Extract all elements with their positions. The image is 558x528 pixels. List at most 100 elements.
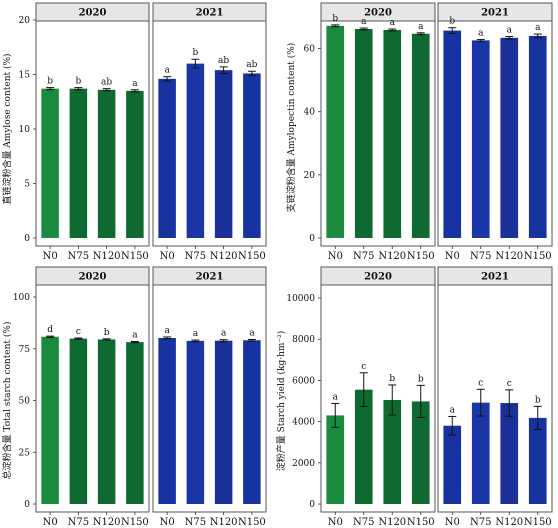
x-tick-label: N0 xyxy=(445,251,460,262)
facet-strip-label: 2020 xyxy=(79,8,107,19)
significance-label: c xyxy=(507,379,512,389)
significance-label: c xyxy=(76,327,81,337)
chart-panel-2: 支链淀粉含量 Amylopectin content (%) 0 20 40 60 202… xyxy=(285,2,553,262)
y-axis-label: 总淀粉含量 Total starch content (%) xyxy=(1,322,13,480)
bar-N120 xyxy=(383,29,402,238)
y-tick-label: 2000 xyxy=(292,459,315,469)
significance-label: a xyxy=(478,28,484,38)
x-tick-label: N75 xyxy=(68,251,89,262)
facet-2020: 2020 d N0 c N75 b N120 a N150 xyxy=(35,266,150,528)
bar-N75 xyxy=(471,40,490,239)
significance-label: a xyxy=(507,26,513,36)
bar-N75 xyxy=(471,402,490,504)
bar-N150 xyxy=(126,342,144,504)
significance-label: a xyxy=(164,66,170,76)
significance-label: a xyxy=(249,328,255,338)
y-tick-label: 0 xyxy=(24,500,30,510)
significance-label: b xyxy=(418,374,424,384)
x-tick-label: N75 xyxy=(470,251,491,262)
x-tick-label: N120 xyxy=(210,251,238,262)
bar-N120 xyxy=(214,70,233,238)
significance-label: ab xyxy=(246,60,257,70)
bar-N75 xyxy=(354,28,373,238)
facet-strip-label: 2021 xyxy=(196,272,224,283)
facet-strip-label: 2020 xyxy=(364,8,392,19)
bar-N150 xyxy=(126,90,144,238)
y-tick-label: 8000 xyxy=(292,335,315,345)
facet-2021: 2021 a N0 b N75 ab N120 ab N150 xyxy=(152,2,267,262)
x-tick-label: N150 xyxy=(121,251,149,262)
x-tick-label: N150 xyxy=(524,517,552,528)
bar-N75 xyxy=(186,340,205,504)
y-tick-label: 40 xyxy=(304,108,316,118)
y-axis-label: 淀粉产量 Starch yield (kg·hm⁻²) xyxy=(275,331,287,472)
facet-strip-label: 2021 xyxy=(481,272,509,283)
x-tick-label: N120 xyxy=(378,517,406,528)
bar-N120 xyxy=(214,340,233,504)
bar-N120 xyxy=(500,403,519,504)
facet-2020: 2020 a N0 c N75 b N120 b N150 xyxy=(320,266,436,528)
significance-label: a xyxy=(418,22,424,32)
bar-N120 xyxy=(383,399,402,504)
y-tick-label: 4000 xyxy=(292,418,315,428)
x-tick-label: N0 xyxy=(160,517,175,528)
x-tick-label: N150 xyxy=(407,517,435,528)
significance-label: b xyxy=(449,17,455,27)
bar-N75 xyxy=(354,389,373,504)
bar-N0 xyxy=(326,25,345,239)
x-tick-label: N0 xyxy=(43,251,58,262)
y-tick-label: 20 xyxy=(19,16,31,26)
significance-label: a xyxy=(361,17,367,27)
significance-label: a xyxy=(164,326,170,336)
significance-label: a xyxy=(193,329,199,339)
significance-label: b xyxy=(104,328,110,338)
x-tick-label: N120 xyxy=(93,517,121,528)
x-tick-label: N75 xyxy=(353,517,374,528)
bar-N120 xyxy=(500,37,519,238)
facet-2020: 2020 b N0 b N75 ab N120 a N150 xyxy=(35,2,150,262)
significance-label: b xyxy=(535,395,541,405)
significance-label: b xyxy=(389,374,395,384)
y-tick-label: 0 xyxy=(309,234,315,244)
significance-label: a xyxy=(390,18,396,28)
chart-panel-4: 淀粉产量 Starch yield (kg·hm⁻²) 0 2000 4000 6000… xyxy=(275,266,553,528)
bar-N0 xyxy=(326,415,345,504)
bar-N150 xyxy=(528,35,547,238)
chart-panel-3: 总淀粉含量 Total starch content (%) 0 25 50 75 100… xyxy=(1,266,267,528)
y-tick-label: 10000 xyxy=(286,294,315,304)
significance-label: a xyxy=(221,329,227,339)
bar-N150 xyxy=(243,73,261,238)
facet-2021: 2021 b N0 a N75 a N120 a N150 xyxy=(437,2,553,262)
x-tick-label: N150 xyxy=(407,251,435,262)
significance-label: ab xyxy=(101,78,112,88)
facet-2021: 2021 a N0 a N75 a N120 a N150 xyxy=(152,266,267,528)
bar-N0 xyxy=(158,337,176,504)
x-tick-label: N120 xyxy=(495,517,523,528)
y-tick-label: 15 xyxy=(19,71,31,81)
significance-label: b xyxy=(192,48,198,58)
facet-strip-label: 2020 xyxy=(364,272,392,283)
x-tick-label: N75 xyxy=(470,517,491,528)
bar-N120 xyxy=(97,89,116,238)
significance-label: d xyxy=(47,325,53,335)
chart-panel-1: 直链淀粉含量 Amylose content (%)051015202020bN… xyxy=(1,2,267,262)
y-tick-label: 0 xyxy=(24,234,30,244)
y-axis-label: 直链淀粉含量 Amylose content (%) xyxy=(1,53,13,204)
x-tick-label: N75 xyxy=(353,251,374,262)
significance-label: ab xyxy=(218,56,229,66)
x-tick-label: N0 xyxy=(328,517,343,528)
significance-label: b xyxy=(75,77,81,87)
bar-N0 xyxy=(41,88,59,238)
x-tick-label: N75 xyxy=(185,251,206,262)
bar-N75 xyxy=(69,338,88,504)
y-tick-label: 50 xyxy=(19,397,31,407)
bar-N75 xyxy=(186,63,205,238)
facet-strip-label: 2020 xyxy=(79,272,107,283)
facet-strip-label: 2021 xyxy=(481,8,509,19)
bar-N150 xyxy=(411,401,430,504)
x-tick-label: N75 xyxy=(185,517,206,528)
bar-N75 xyxy=(69,88,88,238)
y-tick-label: 5 xyxy=(24,180,30,190)
bar-N150 xyxy=(243,340,261,504)
